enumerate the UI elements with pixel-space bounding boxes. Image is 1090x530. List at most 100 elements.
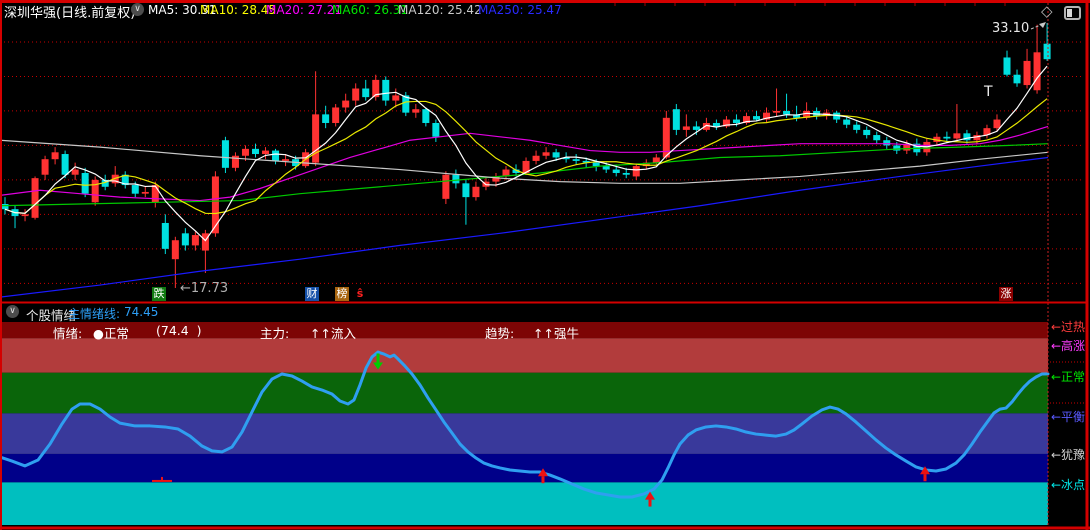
chevron-down-icon[interactable]: ∨ <box>131 3 144 16</box>
candle-down <box>221 140 229 168</box>
candle-up <box>532 155 540 161</box>
buy-arrow-icon <box>538 468 548 477</box>
candle-up <box>201 233 209 251</box>
buy-arrow-icon <box>645 491 655 500</box>
candle-up <box>953 133 961 139</box>
buy-arrow-stem <box>648 499 652 507</box>
candle-up <box>141 191 149 194</box>
candle-down <box>572 159 580 161</box>
main-force-label: 主力: <box>260 326 290 341</box>
candle-up <box>191 235 199 246</box>
candle-up <box>51 152 59 160</box>
candle-up <box>702 122 710 130</box>
candle-down <box>582 160 590 163</box>
candle-up <box>332 107 340 123</box>
candle-up <box>983 128 991 136</box>
candle-up <box>803 110 811 118</box>
ma-legend-ma120: MA120: 25.42 <box>398 3 482 17</box>
sentiment-line-value: 74.45 <box>124 305 159 319</box>
candle-up <box>392 95 400 101</box>
candle-up <box>21 214 29 217</box>
candle-up <box>763 112 771 120</box>
candle-down <box>272 150 280 161</box>
ma-legend-ma60: MA60: 26.31 <box>332 3 409 17</box>
candle-up <box>652 157 660 163</box>
buy-arrow-stem <box>923 474 927 482</box>
level-label-balance: ←平衡 <box>1051 410 1086 424</box>
candle-up <box>993 119 1001 129</box>
badge-cai[interactable]: 财 <box>305 287 319 301</box>
candle-down <box>61 154 69 175</box>
sentiment-line-label: 主情绪线: <box>68 307 121 321</box>
candle-down <box>853 124 861 130</box>
candle-up <box>903 143 911 151</box>
candle-up <box>31 178 39 218</box>
candle-down <box>121 174 129 186</box>
ma-line-MA250 <box>0 156 1049 298</box>
candle-up <box>211 176 219 234</box>
badge-die[interactable]: 跌 <box>152 287 166 301</box>
candle-down <box>432 122 440 137</box>
candle-down <box>81 172 89 194</box>
trend-label: 趋势: <box>485 326 515 341</box>
diamond-icon[interactable]: ◇ <box>1041 2 1053 20</box>
candle-up <box>352 88 360 101</box>
candle-down <box>552 152 560 158</box>
buy-arrow-stem <box>541 476 545 484</box>
candle-up <box>682 126 690 130</box>
level-label-normal: ←正常 <box>1051 370 1086 384</box>
candle-up <box>662 117 670 158</box>
candle-up <box>632 166 640 177</box>
candle-up <box>241 148 249 156</box>
candle-up <box>71 169 79 175</box>
ma-line-MA20 <box>0 125 1049 202</box>
candle-up <box>542 152 550 156</box>
candle-down <box>402 95 410 113</box>
candle-up <box>1023 60 1031 86</box>
ma-legend-ma20: MA20: 27.21 <box>266 3 343 17</box>
chart-title: 深圳华强(日线.前复权) <box>4 6 136 21</box>
candle-up <box>522 160 530 173</box>
ma-legend-ma10: MA10: 28.45 <box>200 3 277 17</box>
candle-down <box>562 157 570 160</box>
trend-value: ↑↑强牛 <box>533 326 579 341</box>
candle-up <box>722 119 730 127</box>
candle-up <box>312 114 320 163</box>
candle-down <box>863 129 871 136</box>
candle-up <box>973 135 981 141</box>
candle-down <box>783 110 791 115</box>
ma-line-MA120 <box>0 139 1049 184</box>
candle-down <box>462 183 470 198</box>
level-label-freeze: ←冰点 <box>1051 478 1086 492</box>
candle-down <box>893 145 901 151</box>
window-icon[interactable] <box>1064 6 1081 20</box>
candle-up <box>111 174 119 184</box>
main-force-value: ↑↑流入 <box>310 326 356 341</box>
candle-down <box>873 135 881 141</box>
badge-s[interactable]: ŝ <box>356 287 364 300</box>
candle-down <box>252 148 259 155</box>
candle-down <box>382 79 390 101</box>
badge-bang[interactable]: 榜 <box>335 287 349 301</box>
candle-down <box>362 88 370 98</box>
candle-down <box>181 233 189 246</box>
sell-arrow-stem <box>376 353 380 363</box>
level-label-hesitate: ←犹豫 <box>1051 448 1086 462</box>
candle-up <box>91 179 99 203</box>
candle-down <box>612 169 620 173</box>
panel-chevron-down-icon[interactable]: ∨ <box>6 305 19 318</box>
candle-up <box>372 79 380 98</box>
candle-up <box>171 240 179 260</box>
candle-down <box>161 222 169 249</box>
candle-up <box>231 155 239 168</box>
candle-down <box>692 126 700 130</box>
buy-arrow-icon <box>920 466 930 475</box>
window-icon-pane <box>1067 9 1072 17</box>
dash-marker-tick <box>161 476 163 481</box>
sentiment-band-正常 <box>0 372 1048 414</box>
candle-down <box>422 109 430 123</box>
sentiment-panel-title: 个股情绪 <box>26 308 77 323</box>
high-annotation-arrowhead <box>1039 22 1046 28</box>
badge-zhang[interactable]: 涨 <box>999 287 1013 301</box>
